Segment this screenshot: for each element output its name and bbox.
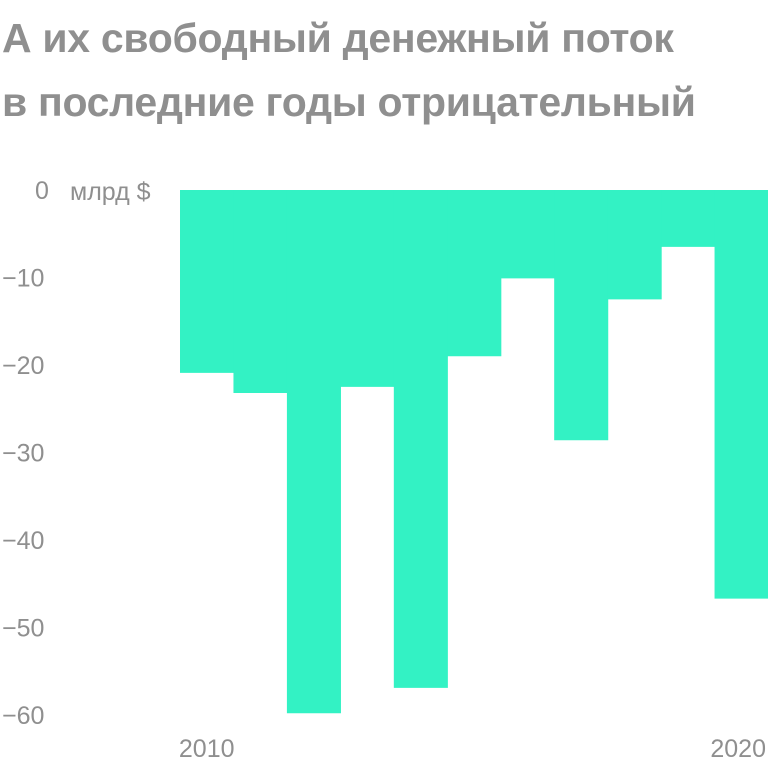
- bar-2016: [500, 190, 555, 279]
- bar-2013: [340, 190, 395, 387]
- chart-title: А их свободный денежный поток в последни…: [2, 6, 768, 134]
- y-tick-label: −20: [2, 352, 44, 380]
- bar-2019: [661, 190, 716, 247]
- bar-2018: [607, 190, 662, 300]
- y-tick-label: 0: [35, 177, 49, 205]
- y-axis-unit-label: млрд $: [70, 178, 151, 206]
- y-tick-label: −30: [2, 440, 44, 468]
- bar-2020: [714, 190, 768, 599]
- y-tick-label: −40: [2, 527, 44, 555]
- chart-title-line-1: А их свободный денежный поток: [2, 15, 674, 61]
- bar-2011: [233, 190, 288, 393]
- x-tick-label: 2020: [710, 735, 766, 763]
- bar-2012: [286, 190, 341, 714]
- bar-2017: [554, 190, 609, 441]
- y-tick-label: −60: [2, 702, 44, 730]
- bar-2010: [180, 190, 235, 373]
- bar-2014: [393, 190, 448, 688]
- y-tick-label: −10: [2, 265, 44, 293]
- bars-group: [180, 190, 768, 714]
- chart-title-line-2: в последние годы отрицательный: [2, 79, 696, 125]
- x-tick-label: 2010: [179, 735, 235, 763]
- x-axis-ticks: 2010 2020: [179, 735, 766, 763]
- y-tick-label: −50: [2, 615, 44, 643]
- bar-2015: [447, 190, 502, 357]
- y-axis-ticks: 0 −10 −20 −30 −40 −50 −60: [2, 177, 49, 730]
